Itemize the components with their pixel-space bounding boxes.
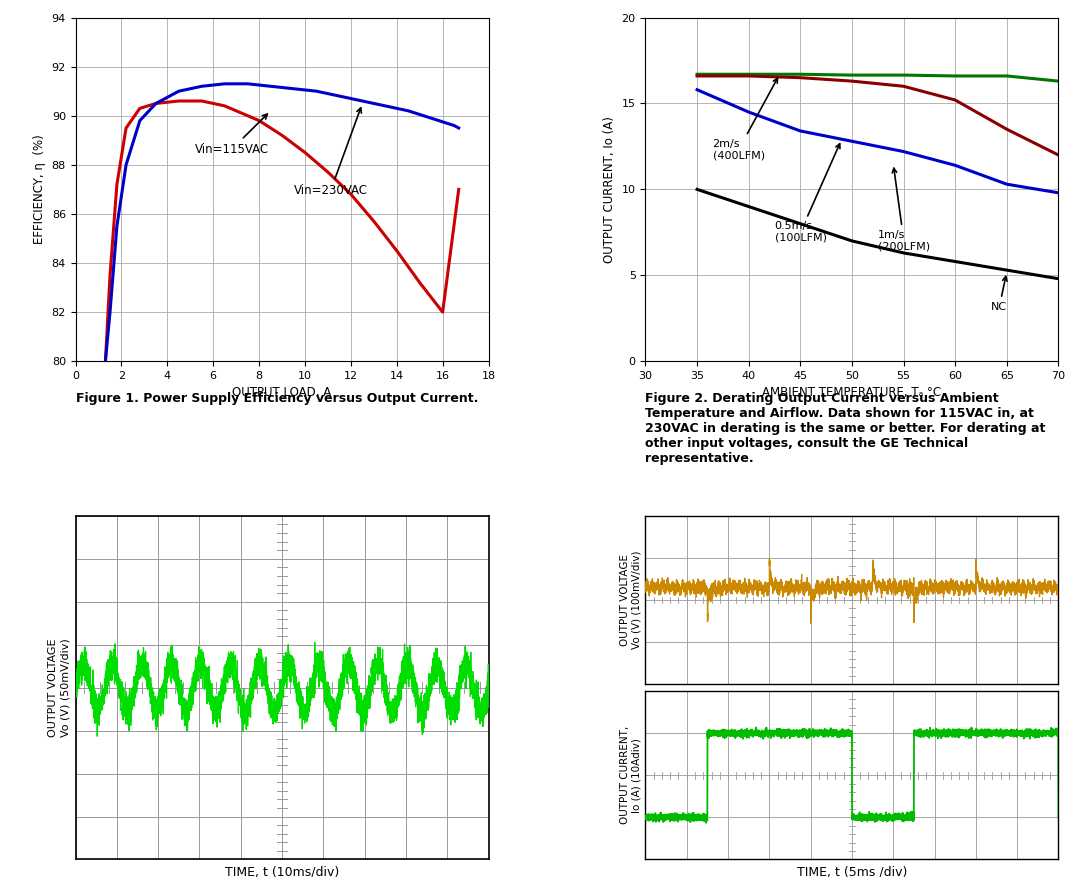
Text: 1m/s
(200LFM): 1m/s (200LFM) [878, 168, 930, 252]
X-axis label: TIME, t (5ms /div): TIME, t (5ms /div) [797, 865, 907, 877]
Text: Figure 1. Power Supply Efficiency versus Output Current.: Figure 1. Power Supply Efficiency versus… [76, 392, 478, 405]
Text: 0.5m/s
(100LFM): 0.5m/s (100LFM) [774, 144, 840, 243]
X-axis label: TIME, t (10ms/div): TIME, t (10ms/div) [225, 865, 339, 877]
Text: NC: NC [991, 276, 1008, 311]
Y-axis label: OUTPUT CURRENT, Io (A): OUTPUT CURRENT, Io (A) [603, 116, 616, 263]
Text: Vin=230VAC: Vin=230VAC [294, 108, 367, 197]
Y-axis label: OUTPUT VOLTAGE
Vo (V) (100mV/div): OUTPUT VOLTAGE Vo (V) (100mV/div) [620, 551, 642, 649]
Y-axis label: OUTPUT CURRENT,
Io (A) (10Adiv): OUTPUT CURRENT, Io (A) (10Adiv) [620, 726, 642, 824]
Text: Vin=115VAC: Vin=115VAC [194, 114, 269, 155]
Text: 2m/s
(400LFM): 2m/s (400LFM) [713, 78, 778, 160]
X-axis label: OUTPUT LOAD, A: OUTPUT LOAD, A [232, 387, 332, 399]
Y-axis label: EFFICIENCY, η  (%): EFFICIENCY, η (%) [33, 134, 46, 244]
Text: Figure 2. Derating Output Current versus Ambient
Temperature and Airflow. Data s: Figure 2. Derating Output Current versus… [646, 392, 1045, 465]
Y-axis label: OUTPUT VOLTAGE
Vo (V) (50mV/div): OUTPUT VOLTAGE Vo (V) (50mV/div) [49, 638, 70, 737]
X-axis label: AMBIENT TEMPERATURE, Tₐ °C: AMBIENT TEMPERATURE, Tₐ °C [762, 387, 942, 399]
